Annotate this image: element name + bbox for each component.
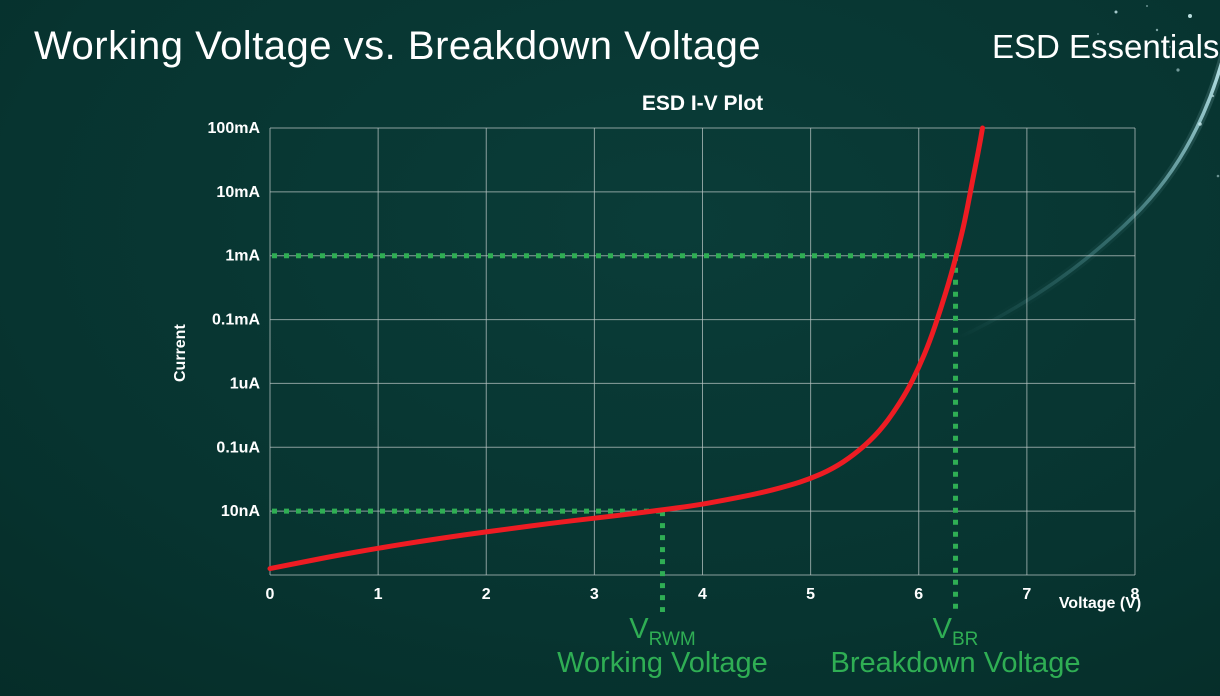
- plot-area: 100mA 10mA 1mA 0.1mA 1uA 0.1uA 10nA 0 1 2 3 4 5 6 7 8: [208, 120, 1140, 612]
- decorative-light-streak-glow: [953, 51, 1220, 343]
- x-tick-label: 2: [482, 586, 491, 603]
- decorative-light-streak: [956, 62, 1220, 340]
- y-tick-label: 10nA: [221, 503, 261, 520]
- brand-label: ESD Essentials: [992, 28, 1220, 65]
- y-tick-label: 0.1mA: [212, 312, 260, 329]
- breakdown-voltage-symbol: VBR: [932, 613, 979, 650]
- y-axis-label: Current: [172, 324, 189, 382]
- x-tick-label: 7: [1022, 586, 1031, 603]
- x-tick-label: 4: [698, 586, 707, 603]
- x-tick-label: 6: [914, 586, 923, 603]
- page-title: Working Voltage vs. Breakdown Voltage: [34, 24, 762, 68]
- y-tick-label: 100mA: [208, 120, 261, 137]
- star: [1155, 28, 1159, 32]
- breakdown-voltage-caption: Breakdown Voltage: [830, 647, 1081, 679]
- working-voltage-symbol: VRWM: [629, 613, 696, 650]
- working-voltage-caption: Working Voltage: [557, 647, 768, 679]
- working-voltage-marker: [272, 508, 665, 612]
- iv-curve: [267, 125, 985, 572]
- x-tick-label: 8: [1131, 586, 1140, 603]
- y-tick-label: 1mA: [225, 248, 260, 265]
- star: [1169, 46, 1171, 48]
- star: [1216, 174, 1220, 178]
- star: [1211, 94, 1215, 98]
- star: [1146, 5, 1148, 7]
- chart-title: ESD I-V Plot: [641, 92, 764, 115]
- star: [1188, 14, 1192, 18]
- y-tick-label: 0.1uA: [216, 439, 260, 456]
- decorative-stars: [1097, 5, 1220, 178]
- x-tick-label: 5: [806, 586, 815, 603]
- star: [1097, 33, 1099, 35]
- star: [1198, 122, 1202, 126]
- y-tick-label: 10mA: [216, 184, 260, 201]
- star: [1204, 46, 1208, 50]
- x-tick-label: 3: [590, 586, 599, 603]
- breakdown-voltage-marker: [272, 253, 959, 612]
- star: [1114, 10, 1118, 14]
- star: [1176, 68, 1180, 72]
- x-axis-label: Voltage (V): [1058, 595, 1142, 612]
- gridlines: [269, 127, 1136, 576]
- x-tick-label: 1: [374, 586, 383, 603]
- y-tick-label: 1uA: [230, 375, 261, 392]
- x-tick-label: 0: [266, 586, 275, 603]
- tick-labels: 100mA 10mA 1mA 0.1mA 1uA 0.1uA 10nA 0 1 2 3 4 5 6 7 8: [208, 120, 1140, 603]
